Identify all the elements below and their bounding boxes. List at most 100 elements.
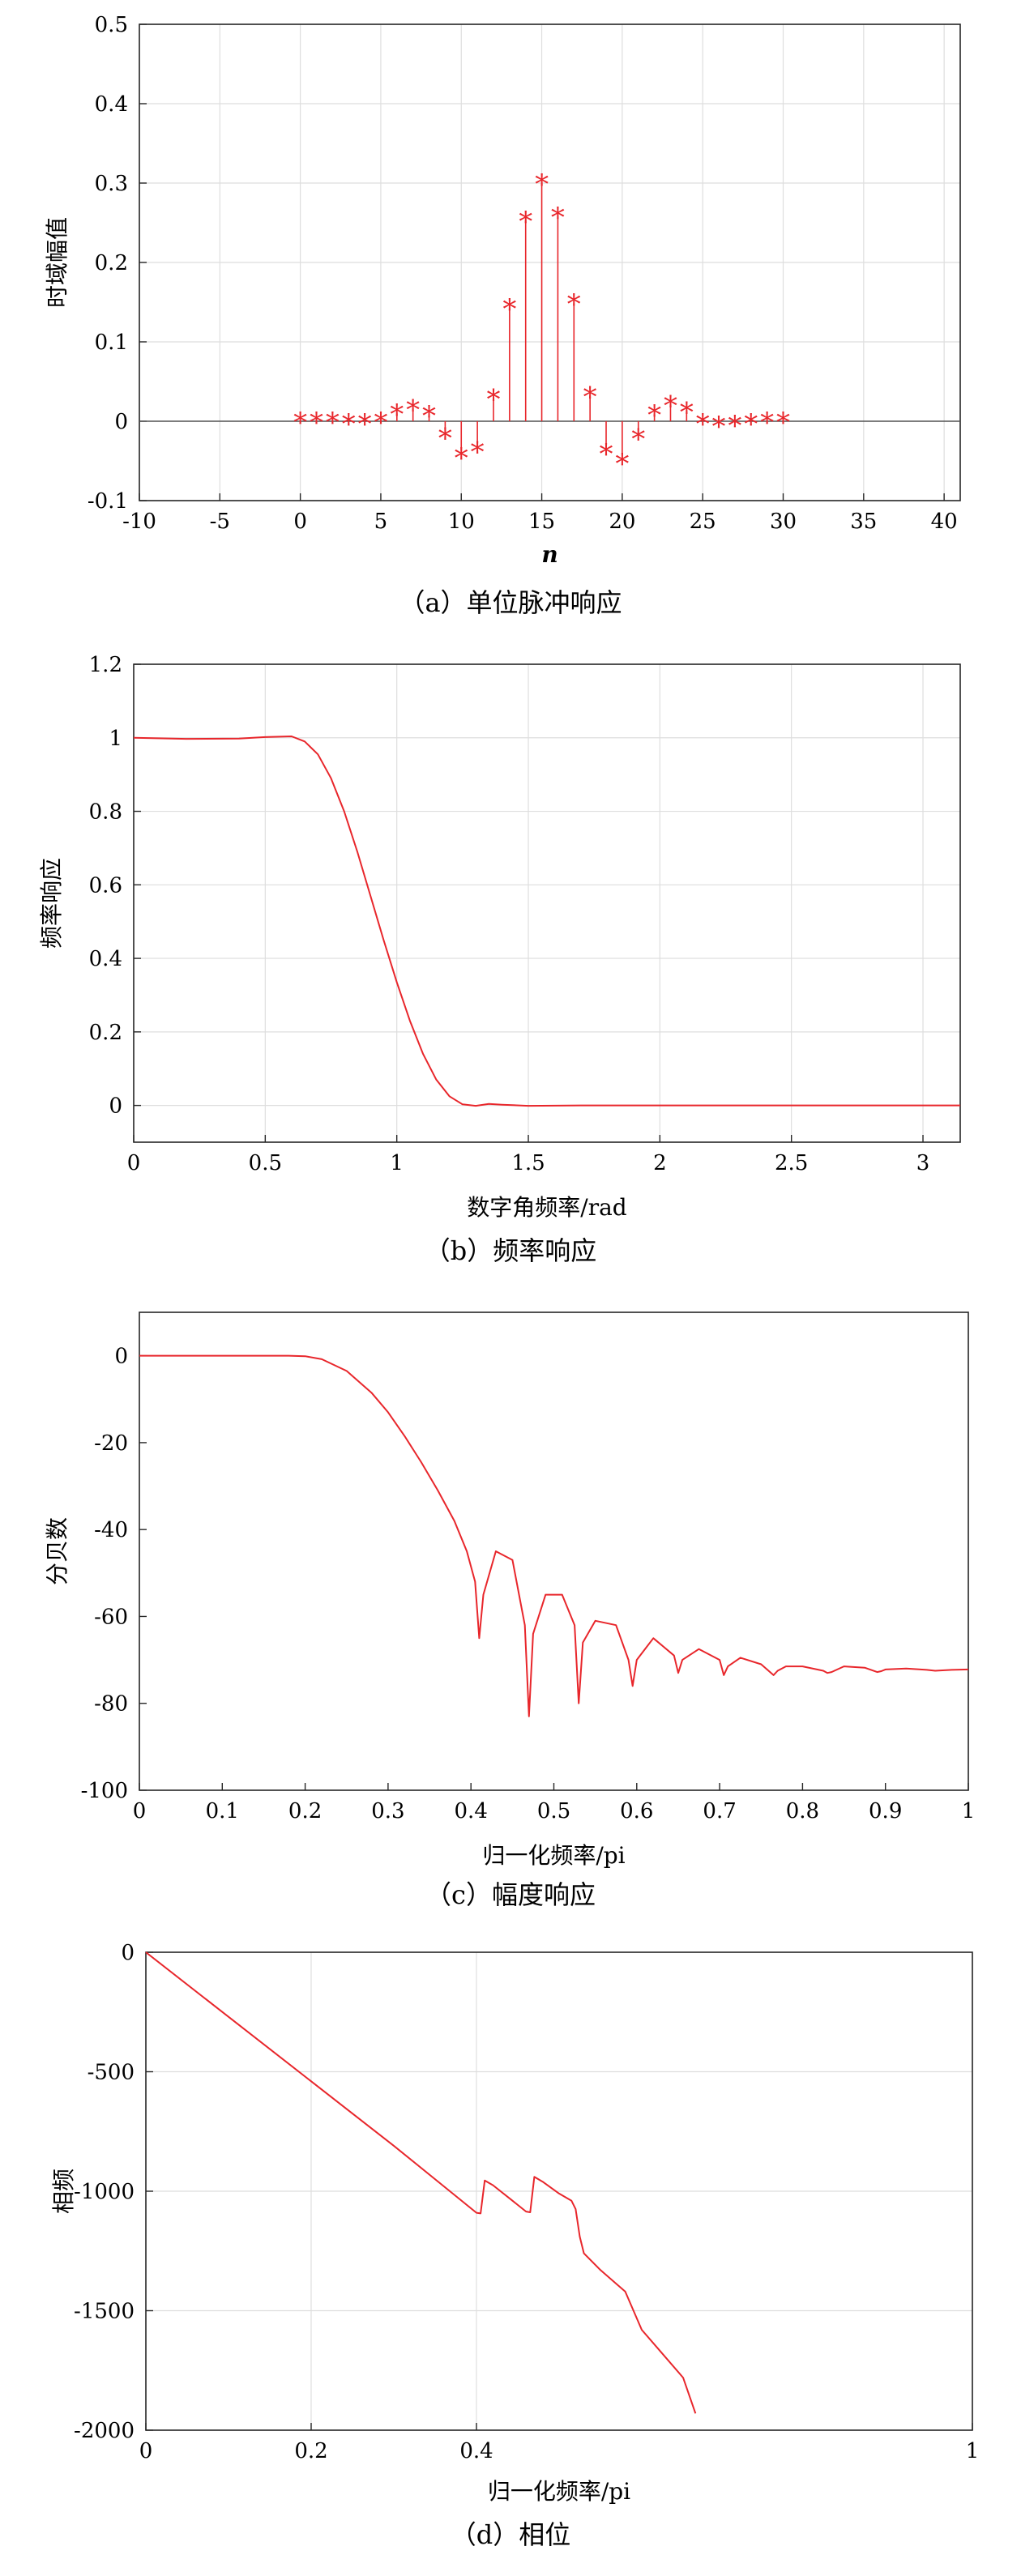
figure-caption: （b）频率响应 [425,1235,597,1266]
x-tick-label: 0.9 [869,1799,902,1823]
x-tick-label: 1.5 [511,1151,545,1175]
y-tick-label: 0 [121,1941,135,1965]
figure-caption: （a）单位脉冲响应 [399,587,622,618]
y-tick-label: 0.1 [95,331,128,355]
stem-marker: * [647,399,661,432]
stem-marker: * [631,424,645,456]
stem-marker: * [696,408,710,441]
x-tick-label: 0.2 [288,1799,322,1823]
series-line [139,1354,969,1717]
stem-marker: * [600,438,613,471]
y-tick-label: -1000 [74,2180,135,2204]
x-tick-label: 0 [127,1151,141,1175]
y-tick-label: 0 [114,1345,128,1369]
x-axis-label: 归一化频率/pi [482,1842,625,1869]
y-axis-label: 时域幅值 [44,217,70,308]
stem-marker: * [455,442,468,475]
x-tick-label: 2.5 [775,1151,808,1175]
impulse-response-chart: -10 -5 0 5 10 15 20 25 30 35 40 -0.1 0 0.1 0.2 0.3 0.4 0.… [44,13,961,618]
stem-marker: * [583,382,597,414]
y-tick-label: -80 [94,1692,128,1717]
stem-marker: * [342,408,356,441]
stem-marker: * [680,396,694,429]
x-tick-label: 0.8 [786,1799,819,1823]
stem-marker: * [519,206,532,238]
x-tick-label: 0.7 [703,1799,736,1823]
x-tick-label: 35 [850,510,877,534]
y-tick-label: 0.3 [95,172,128,196]
x-tick-label: 0.4 [455,1799,488,1823]
y-tick-label: 0.6 [89,873,122,898]
y-tick-label: 0.2 [95,251,128,275]
stem-marker: * [744,408,758,441]
figure-caption: （d）相位 [451,2519,571,2550]
stem-marker: * [486,384,500,416]
x-tick-label: 15 [528,510,555,534]
x-tick-label: 0.5 [537,1799,570,1823]
x-tick-label: 1 [962,1799,976,1823]
x-tick-label: 0.1 [206,1799,239,1823]
x-tick-label: 30 [770,510,797,534]
stem-marker: * [551,202,565,234]
y-tick-label: 0 [114,410,128,434]
x-tick-label: 0.6 [620,1799,653,1823]
stem-marker: * [310,407,323,439]
frequency-response-chart: 0 0.5 1 1.5 2 2.5 3 0 0.2 0.4 0.6 0.8 1 1.2 数字角频率/rad 频… [38,653,961,1266]
stem-marker: * [390,399,404,431]
x-tick-label: 10 [448,510,475,534]
stem-marker: * [326,407,340,439]
x-tick-label: 0.3 [371,1799,404,1823]
x-axis-label: n [541,541,557,568]
stem-marker: * [406,394,420,426]
y-tick-label: 0.5 [95,13,128,37]
x-tick-label: 2 [653,1151,667,1175]
x-tick-label: -5 [210,510,230,534]
stem-marker: * [293,407,307,439]
x-tick-label: 1 [966,2439,980,2463]
y-tick-label: 1 [109,727,122,751]
x-tick-label: 0.4 [459,2439,493,2463]
y-tick-label: 0.4 [95,92,128,117]
y-axis-label: 频率响应 [38,858,65,949]
stem-marker: * [728,410,741,442]
y-tick-label: 0.2 [89,1021,122,1045]
x-tick-label: 3 [916,1151,930,1175]
y-tick-label: -100 [81,1779,128,1803]
stem-marker: * [760,407,774,439]
magnitude-response-chart: 0 0.1 0.2 0.3 0.4 0.5 0.6 0.7 0.8 0.9 1 -100 -80 -60 -… [44,1311,976,1910]
y-tick-label: -1500 [74,2300,135,2324]
x-tick-label: 5 [374,510,388,534]
y-tick-label: 0 [109,1094,122,1119]
y-tick-label: 1.2 [89,653,122,677]
stem-marker: * [471,436,485,468]
series-line [145,1951,697,2414]
stem-marker: * [358,408,372,441]
stem-marker: * [712,411,726,443]
stem-marker: * [374,407,387,439]
x-tick-label: 40 [931,510,958,534]
stem-marker: * [438,423,452,455]
stem-marker: * [422,400,436,433]
y-tick-label: -20 [94,1431,128,1456]
x-tick-label: 1 [390,1151,404,1175]
y-tick-label: 0.8 [89,800,122,825]
x-tick-label: 0 [293,510,307,534]
x-tick-label: -10 [122,510,156,534]
axes-frame [139,1311,969,1791]
x-tick-label: 0.5 [249,1151,282,1175]
x-tick-label: 25 [690,510,716,534]
x-tick-label: 0 [133,1799,147,1823]
x-axis-label: 归一化频率/pi [488,2478,630,2505]
stem-marker: * [567,288,581,321]
y-tick-label: -500 [88,2061,135,2085]
stem-marker: * [615,448,629,480]
y-tick-label: -0.1 [88,489,128,514]
y-tick-label: -40 [94,1518,128,1542]
y-tick-label: -60 [94,1605,128,1629]
series-line [133,736,960,1107]
x-tick-label: 0 [139,2439,153,2463]
x-tick-label: 0.2 [294,2439,327,2463]
y-axis-label: 分贝数 [44,1517,70,1585]
phase-response-chart: 0 0.2 0.4 1 -2000 -1500 -1000 -500 0 归一化频率/pi 相频 （d… [50,1941,979,2550]
